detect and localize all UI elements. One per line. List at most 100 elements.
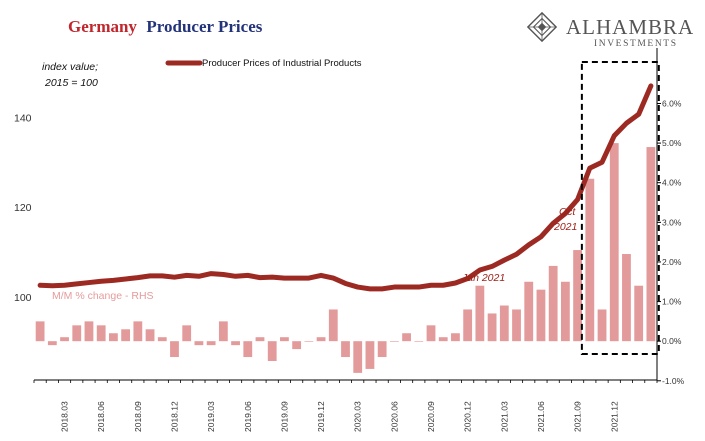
mom-bar: [133, 321, 143, 342]
mom-bar: [353, 341, 363, 373]
mom-bar: [402, 333, 411, 342]
mom-bars: [35, 143, 656, 373]
alhambra-logo: ALHAMBRA INVESTMENTS: [526, 11, 694, 49]
x-tick-label: 2019.06: [243, 401, 253, 432]
x-tick-label: 2020.12: [463, 401, 473, 432]
mom-bar: [365, 341, 375, 369]
title-subject: Producer Prices: [146, 17, 262, 36]
legend: Producer Prices of Industrial Products: [165, 58, 362, 69]
mom-bar: [157, 337, 167, 342]
mom-bar: [426, 325, 436, 342]
x-tick-label: 2021.12: [609, 401, 619, 432]
y-right-tick-label: 2.0%: [662, 257, 682, 267]
mom-bar: [414, 341, 424, 342]
y-right-tick-label: 1.0%: [662, 297, 682, 307]
mom-bar: [280, 337, 289, 342]
mom-bar: [60, 337, 69, 342]
mom-bar: [47, 341, 57, 346]
mom-bar: [84, 321, 94, 342]
mom-bar: [646, 147, 656, 342]
mom-bar: [267, 341, 277, 361]
mom-bar: [35, 321, 45, 342]
logo-name: ALHAMBRA: [566, 15, 694, 39]
y-left-tick-label: 120: [14, 202, 32, 214]
mom-bar: [438, 337, 448, 342]
mom-bar: [451, 333, 460, 342]
mom-bar: [170, 341, 179, 358]
mom-bar: [560, 281, 570, 342]
mom-bar: [463, 309, 473, 342]
mom-bar: [389, 341, 399, 342]
mom-bar: [316, 337, 326, 342]
x-tick-label: 2018.09: [133, 401, 143, 432]
logo-subname: INVESTMENTS: [594, 39, 678, 49]
mom-bar: [255, 337, 265, 342]
x-tick-label: 2019.09: [279, 401, 289, 432]
mom-bar: [377, 341, 387, 358]
mom-bar: [328, 309, 338, 342]
mom-bar: [292, 341, 302, 350]
mom-bar: [634, 285, 644, 342]
mom-bar: [548, 265, 558, 342]
y-left-tick-label: 100: [14, 292, 32, 304]
x-ticks: 2018.03 2018.06 2018.09 2018.12 2019.03 2019.…: [33, 380, 658, 432]
mom-bar: [72, 325, 82, 342]
mom-bar: [475, 285, 485, 342]
y-left-ticks: 100 120 140: [14, 112, 32, 304]
title-country: Germany: [68, 17, 137, 36]
mom-bar: [182, 325, 192, 342]
x-tick-label: 2018.03: [60, 401, 70, 432]
x-tick-label: 2020.09: [426, 401, 436, 432]
mom-bar: [487, 313, 497, 342]
mom-bar: [231, 341, 240, 346]
highlight-box: [580, 61, 660, 355]
mom-bar: [597, 309, 607, 342]
annotation-jan-2021: Jan 2021: [461, 272, 505, 284]
mom-bar: [573, 250, 582, 342]
y-right-tick-label: 4.0%: [662, 178, 682, 188]
y-left-tick-label: 140: [14, 112, 32, 124]
mom-bar: [145, 329, 155, 342]
mom-bar: [609, 143, 619, 342]
x-tick-label: 2019.12: [316, 401, 326, 432]
ppi-line: [37, 83, 654, 292]
x-tick-label: 2021.09: [573, 401, 583, 432]
bar-series-label: M/M % change - RHS: [52, 290, 154, 302]
legend-label: Producer Prices of Industrial Products: [202, 58, 362, 69]
chart-title: Germany Producer Prices: [68, 17, 263, 36]
index-note-line2: 2015 = 100: [44, 77, 98, 89]
mom-bar: [121, 329, 131, 342]
x-tick-label: 2020.03: [353, 401, 363, 432]
mom-bar: [622, 254, 631, 342]
mom-bar: [304, 341, 314, 342]
mom-bar: [194, 341, 204, 346]
x-tick-label: 2019.03: [206, 401, 216, 432]
mom-bar: [206, 341, 216, 346]
mom-bar: [109, 333, 118, 342]
mom-bar: [524, 281, 534, 342]
y-right-tick-label: 3.0%: [662, 217, 682, 227]
mom-bar: [341, 341, 350, 358]
annotation-oct-2021-line1: Oct: [559, 206, 576, 218]
y-right-ticks: -1.0% 0.0% 1.0% 2.0% 3.0% 4.0% 5.0% 6.0%: [657, 98, 685, 386]
x-tick-label: 2018.06: [96, 401, 106, 432]
mom-bar: [218, 321, 228, 342]
y-right-tick-label: 6.0%: [662, 98, 682, 108]
index-note-line1: index value;: [42, 61, 98, 73]
mom-bar: [512, 309, 521, 342]
x-tick-label: 2021.06: [536, 401, 546, 432]
mom-bar: [96, 325, 106, 342]
mom-bar: [585, 178, 595, 342]
annotation-oct-2021-line2: 2021: [553, 221, 577, 233]
x-tick-label: 2018.12: [169, 401, 179, 432]
y-right-tick-label: 0.0%: [662, 336, 682, 346]
x-tick-label: 2021.03: [499, 401, 509, 432]
y-right-tick-label: -1.0%: [662, 376, 685, 386]
x-tick-label: 2020.06: [389, 401, 399, 432]
logo-diamond-icon: [526, 11, 558, 43]
y-right-tick-label: 5.0%: [662, 138, 682, 148]
mom-bar: [499, 305, 509, 342]
mom-bar: [536, 289, 546, 342]
mom-bar: [243, 341, 253, 358]
